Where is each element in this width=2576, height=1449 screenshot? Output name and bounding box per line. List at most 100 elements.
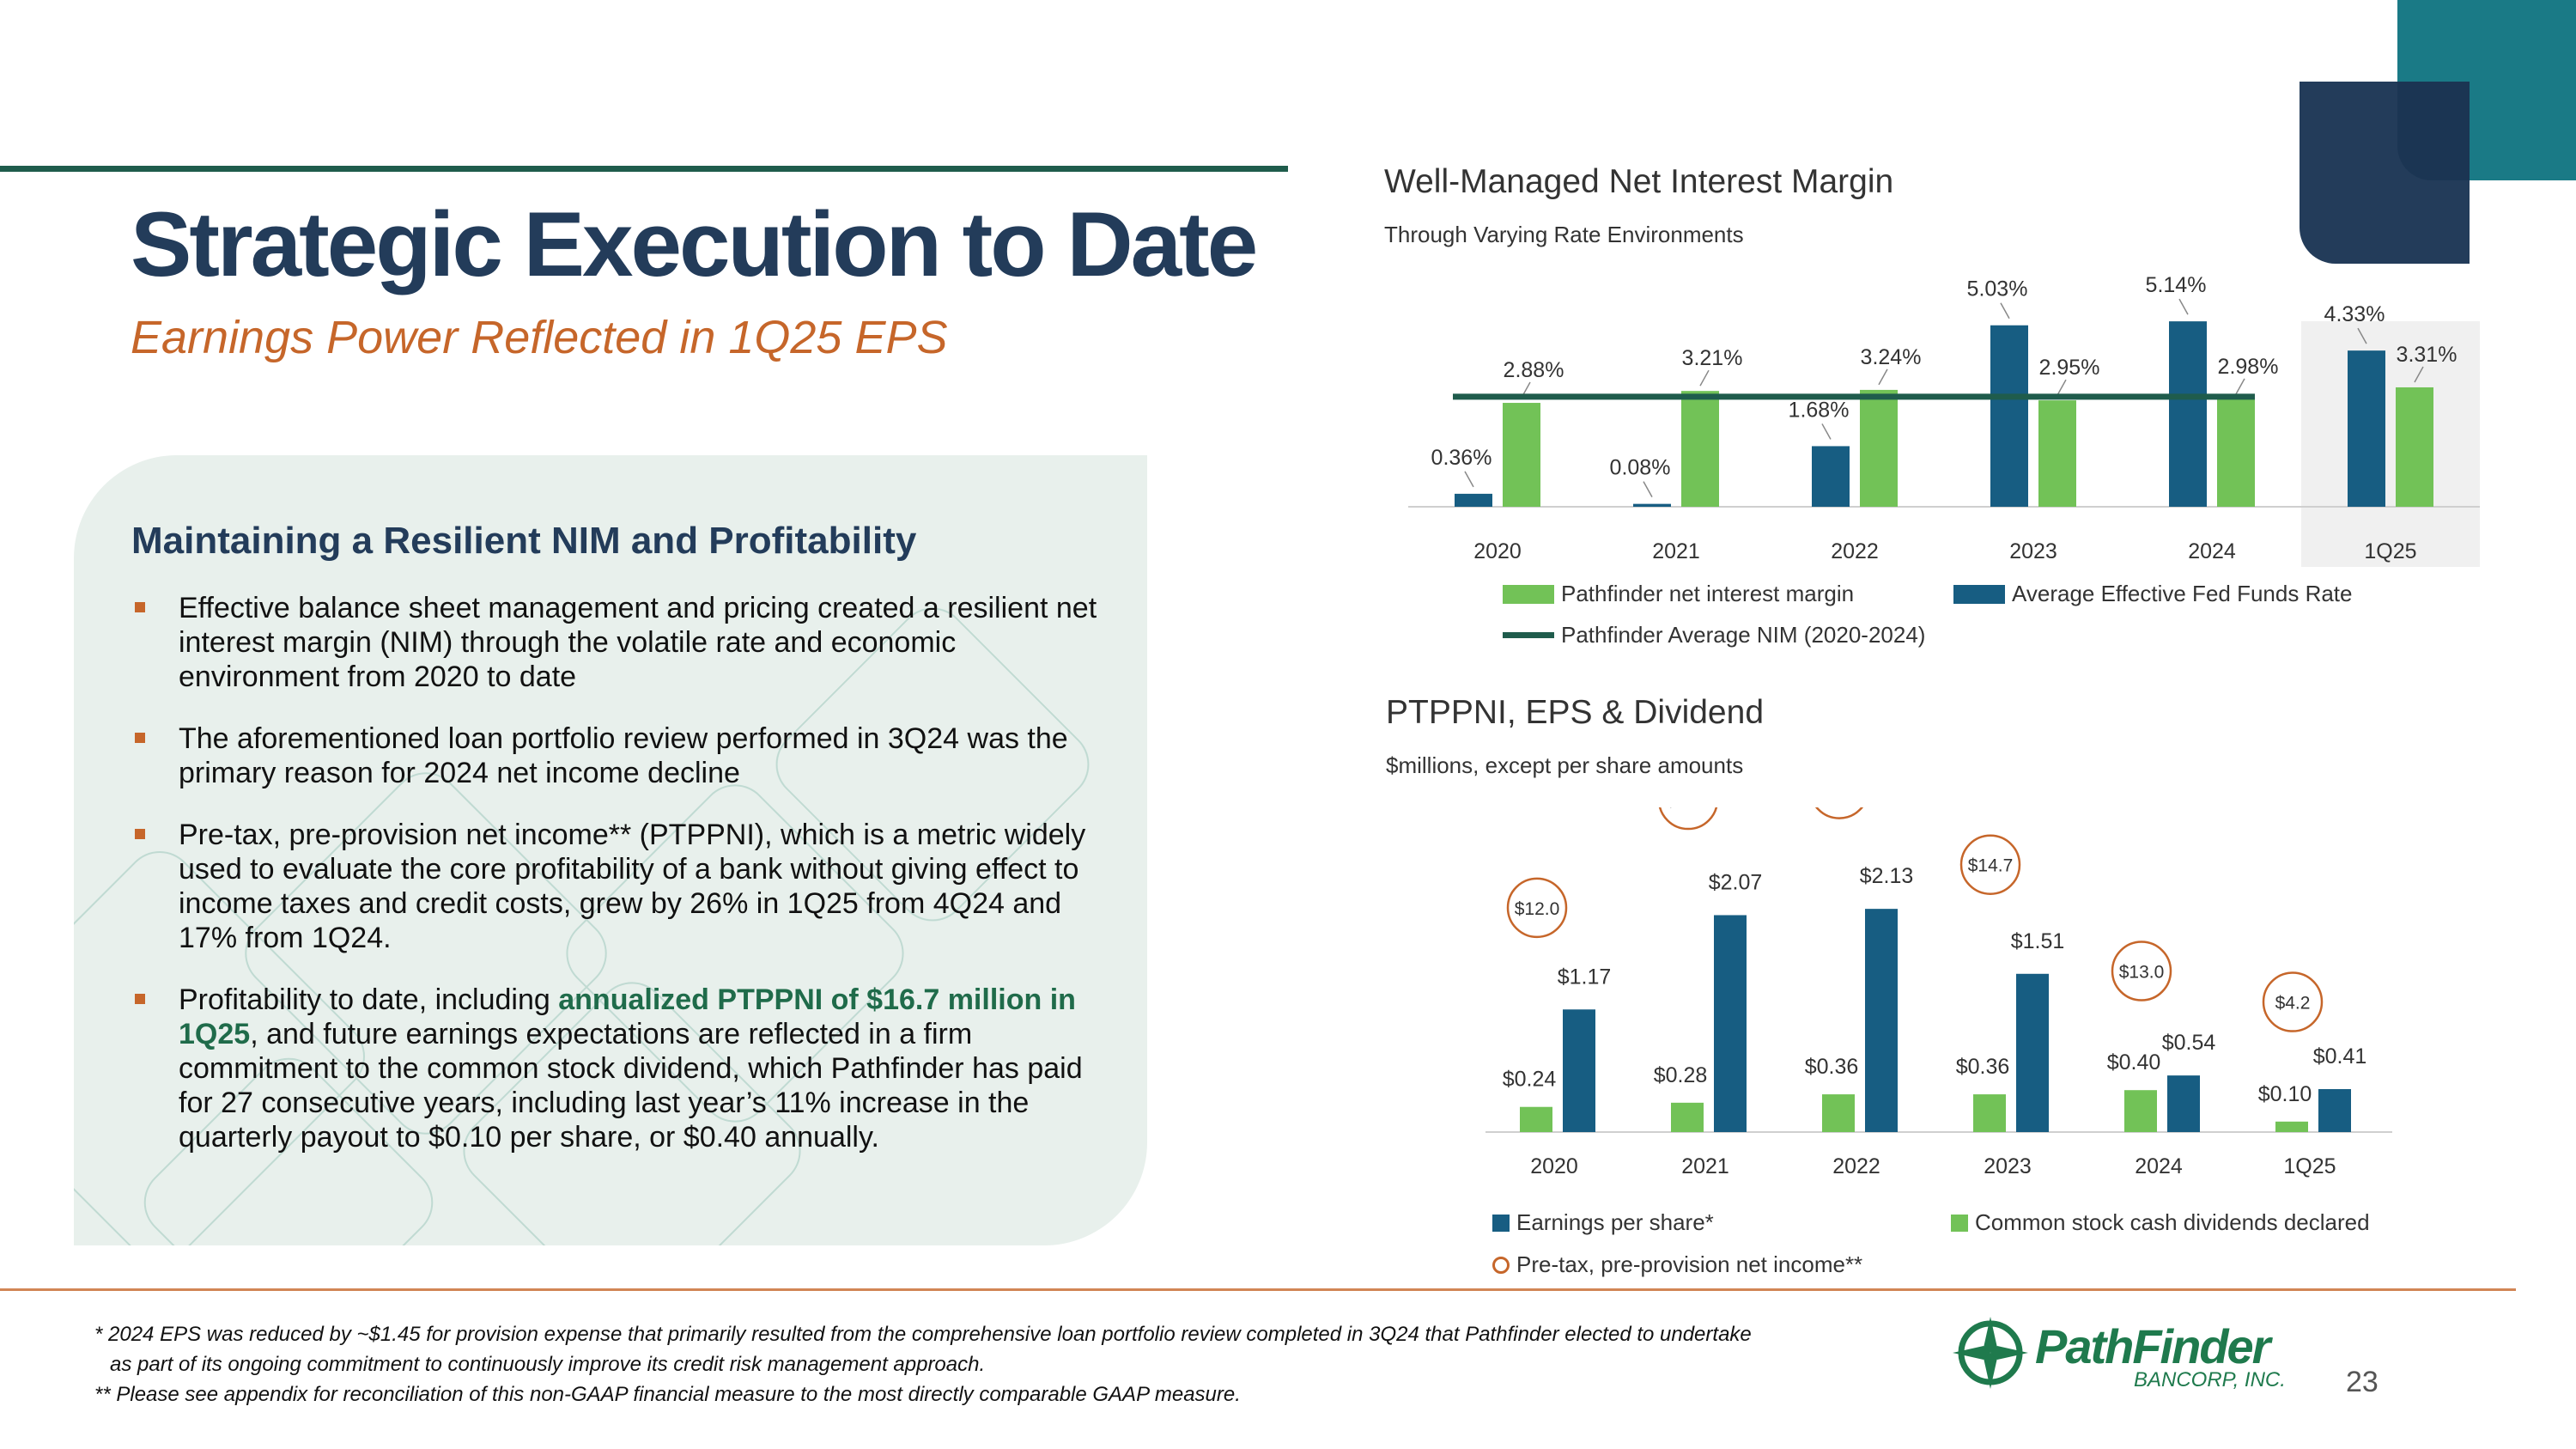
leader-line	[1699, 369, 1710, 387]
data-label-dividend: $0.36	[1956, 1055, 2010, 1079]
ptppni-chart-title: PTPPNI, EPS & Dividend	[1386, 694, 1765, 731]
bullet-list: Effective balance sheet management and p…	[131, 591, 1110, 1182]
ptppni-bubble	[2111, 941, 2172, 1002]
legend-label: Earnings per share*	[1516, 1209, 1714, 1235]
data-label-ptppni: $17.0	[1666, 807, 1711, 811]
nim-chart-title: Well-Managed Net Interest Margin	[1384, 163, 1894, 200]
nim-chart: 0.36% 2.88% 2020 0.08% 3.21% 2021 1.68% 3.24% 20…	[1408, 275, 2480, 567]
legend-swatch	[1492, 1214, 1510, 1232]
highlight-band	[2301, 321, 2480, 567]
leader-line	[2178, 298, 2189, 315]
bullet-marker	[135, 994, 145, 1004]
data-label-fed-funds: 0.08%	[1610, 456, 1671, 480]
bar-eps	[1563, 1009, 1595, 1132]
summary-panel	[74, 455, 1147, 1245]
legend-swatch	[1492, 1256, 1510, 1274]
bar-fed-funds	[1633, 503, 1671, 507]
bullet-marker	[135, 602, 145, 612]
x-tick-label: 1Q25	[2364, 539, 2416, 563]
x-tick-label: 2021	[1681, 1154, 1729, 1178]
leader-line	[1643, 481, 1653, 498]
legend-label: Pre-tax, pre-provision net income**	[1516, 1251, 1863, 1277]
bar-dividend	[1520, 1106, 1552, 1132]
corner-decoration-overlap	[2397, 82, 2470, 180]
data-label-dividend: $0.36	[1805, 1055, 1859, 1079]
leader-line	[2000, 302, 2010, 320]
bar-fed-funds	[2169, 321, 2207, 507]
x-tick-label: 2023	[2009, 539, 2057, 563]
slide-title: Strategic Execution to Date	[131, 192, 1258, 295]
legend-label: Pathfinder Average NIM (2020-2024)	[1561, 622, 1926, 648]
data-label-eps: $1.51	[2011, 929, 2065, 953]
ptppni-bubble	[1959, 834, 2021, 895]
bar-eps	[2016, 973, 2049, 1132]
data-label-eps: $1.17	[1558, 965, 1612, 989]
leader-line	[2235, 378, 2245, 395]
legend-nim: Pathfinder net interest margin	[1503, 581, 1854, 607]
data-label-ptppni: $12.0	[1515, 899, 1560, 919]
data-label-nim: 2.95%	[2039, 356, 2100, 380]
title-rule	[0, 166, 1288, 172]
bar-fed-funds	[1990, 325, 2028, 507]
footnotes: * 2024 EPS was reduced by ~$1.45 for pro…	[94, 1319, 1752, 1409]
bar-eps	[2318, 1088, 2351, 1132]
bar-fed-funds	[2348, 350, 2385, 507]
nim-chart-subtitle: Through Varying Rate Environments	[1384, 222, 1744, 247]
bullet-highlight: annualized PTPPNI of $16.7 million in 1Q…	[179, 983, 1076, 1050]
footnote-eps: * 2024 EPS was reduced by ~$1.45 for pro…	[94, 1323, 1752, 1346]
ptppni-bubble	[2262, 971, 2324, 1032]
x-tick-label: 2021	[1652, 539, 1700, 563]
logo-wordmark: PathFinder	[2035, 1319, 2270, 1373]
x-tick-label: 2024	[2135, 1154, 2183, 1178]
legend-label: Pathfinder net interest margin	[1561, 581, 1855, 606]
bar-fed-funds	[1812, 446, 1850, 507]
x-tick-label: 2022	[1832, 1154, 1880, 1178]
footnote-non-gaap: ** Please see appendix for reconciliatio…	[94, 1383, 1241, 1406]
bar-dividend	[1671, 1102, 1704, 1132]
data-label-dividend: $0.28	[1654, 1063, 1708, 1087]
bar-dividend	[2124, 1090, 2157, 1132]
bar-eps	[1865, 909, 1898, 1132]
data-label-nim: 2.88%	[1504, 358, 1564, 382]
slide-subtitle: Earnings Power Reflected in 1Q25 EPS	[131, 312, 948, 363]
ptppni-bubble	[1658, 807, 1718, 831]
bullet-item: Effective balance sheet management and p…	[131, 591, 1110, 694]
ptppni-bubble	[1814, 807, 1864, 819]
bar-dividend	[2275, 1121, 2308, 1132]
bullet-text: Effective balance sheet management and p…	[179, 592, 1097, 693]
legend-label: Common stock cash dividends declared	[1975, 1209, 2370, 1235]
data-label-dividend: $0.40	[2107, 1050, 2161, 1075]
logo-subtitle: BANCORP, INC.	[2134, 1368, 2286, 1391]
bar-eps	[1714, 915, 1747, 1132]
bar-nim	[1860, 389, 1898, 507]
bar-nim	[1681, 391, 1719, 507]
legend-swatch	[1951, 1214, 1968, 1232]
legend-ptppni: Pre-tax, pre-provision net income**	[1492, 1251, 1862, 1278]
leader-line	[2357, 327, 2367, 344]
pathfinder-logo: PathFinder BANCORP, INC.	[1949, 1310, 2293, 1396]
bullet-item: The aforementioned loan portfolio review…	[131, 721, 1110, 790]
leader-line	[1821, 423, 1832, 440]
legend-swatch	[1503, 584, 1554, 604]
data-label-nim: 3.24%	[1861, 345, 1922, 369]
bullet-text: Pre-tax, pre-provision net income** (PTP…	[179, 819, 1086, 954]
bar-dividend	[1822, 1094, 1855, 1132]
ptppni-chart-subtitle: $millions, except per share amounts	[1386, 752, 1744, 778]
bar-nim	[1503, 403, 1540, 507]
bullet-text: Profitability to date, including	[179, 983, 559, 1016]
data-label-ptppni: $4.2	[2275, 994, 2311, 1014]
bullet-item: Profitability to date, including annuali…	[131, 983, 1110, 1154]
bar-nim	[2217, 399, 2255, 507]
ptppni-chart: $0.24 $1.17 $12.0 2020 $0.28 $2.07 $17.0 2021 $0…	[1485, 807, 2392, 1178]
x-tick-label: 2020	[1530, 1154, 1578, 1178]
data-label-fed-funds: 0.36%	[1431, 446, 1492, 470]
data-label-nim: 3.21%	[1682, 346, 1743, 370]
x-tick-label: 2024	[2188, 539, 2236, 563]
bar-eps	[2167, 1075, 2200, 1132]
x-tick-label: 1Q25	[2283, 1154, 2336, 1178]
data-label-ptppni: $14.7	[1968, 856, 2014, 876]
panel-background-pattern	[74, 607, 1090, 1245]
x-tick-label: 2023	[1984, 1154, 2032, 1178]
leader-line	[1464, 471, 1474, 488]
page-number: 23	[2346, 1366, 2379, 1398]
